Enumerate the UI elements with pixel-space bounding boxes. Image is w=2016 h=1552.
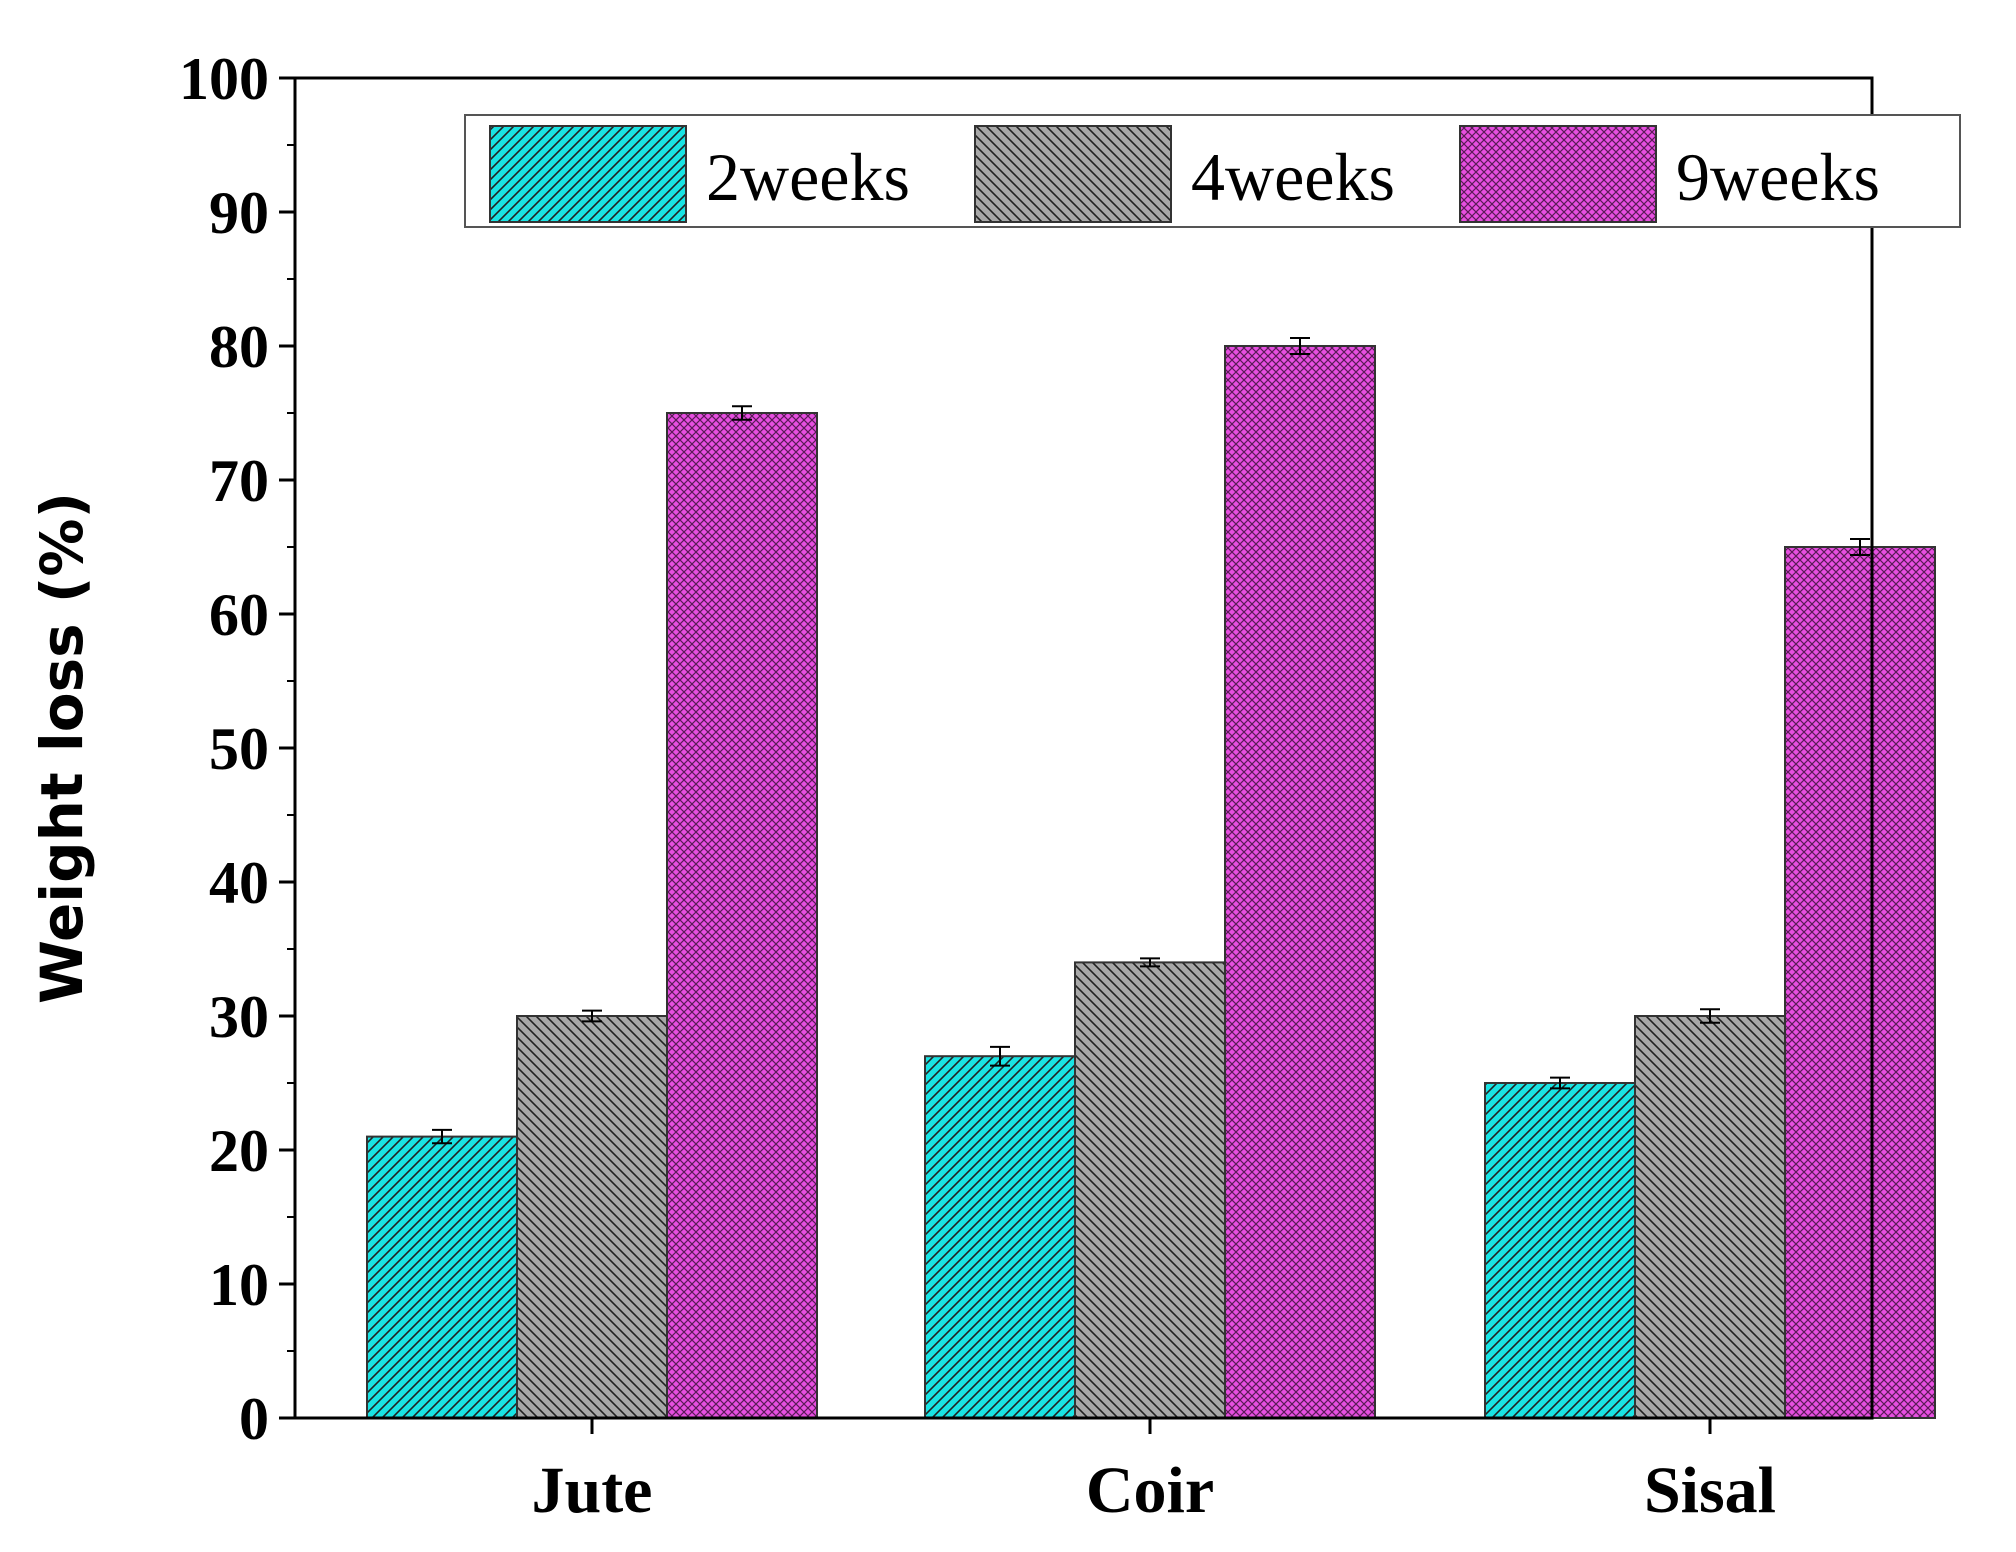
legend-label: 9weeks [1676,139,1880,215]
y-tick-label: 90 [209,180,269,246]
error-bar-sisal-4weeks [1700,1008,1720,1024]
error-bar-jute-2weeks [432,1128,452,1145]
error-bar-jute-9weeks [732,405,752,421]
y-tick-label: 60 [209,582,269,648]
bar-coir-9weeks [1224,345,1376,1419]
y-tick-label: 0 [239,1386,269,1452]
legend-swatch [1459,125,1657,223]
y-tick-label: 80 [209,314,269,380]
legend-swatch [974,125,1172,223]
legend-item-4weeks: 4weeks [974,125,1395,223]
bar-jute-9weeks [666,412,818,1419]
y-tick-label: 10 [209,1252,269,1318]
bars-group [366,345,1936,1420]
y-axis-title: Weight loss (%) [28,492,96,1004]
y-tick-label: 30 [209,984,269,1050]
x-tick-label-jute: Jute [532,1454,653,1527]
legend-label: 4weeks [1191,139,1395,215]
legend-box [464,114,1961,228]
legend: 2weeks 4weeks 9weeks [464,114,1961,228]
legend-swatch [489,125,687,223]
error-bar-coir-4weeks [1140,957,1160,968]
legend-label: 2weeks [706,139,910,215]
x-tick-label-sisal: Sisal [1644,1454,1776,1527]
y-axis: 0 10 20 30 40 50 60 70 80 90 100 [179,46,295,1452]
bar-coir-2weeks [924,1055,1076,1419]
bar-jute-2weeks [366,1135,518,1419]
error-bar-sisal-9weeks [1850,537,1870,557]
error-bar-coir-9weeks [1290,336,1310,356]
error-bar-sisal-2weeks [1550,1076,1570,1090]
legend-item-9weeks: 9weeks [1459,125,1880,223]
x-tick-label-coir: Coir [1086,1454,1214,1527]
y-tick-label: 40 [209,850,269,916]
x-axis: Jute Coir Sisal [532,1418,1776,1527]
legend-item-2weeks: 2weeks [489,125,910,223]
y-tick-label: 100 [179,46,269,112]
bar-sisal-9weeks [1784,546,1936,1419]
bar-sisal-2weeks [1484,1082,1636,1419]
bar-jute-4weeks [516,1015,668,1419]
error-bar-jute-4weeks [582,1009,602,1023]
bar-sisal-4weeks [1634,1015,1786,1419]
y-tick-label: 20 [209,1118,269,1184]
error-bars-group [432,336,1870,1145]
y-tick-label: 70 [209,448,269,514]
error-bar-coir-2weeks [990,1045,1010,1067]
bar-coir-4weeks [1074,961,1226,1420]
y-tick-label: 50 [209,716,269,782]
